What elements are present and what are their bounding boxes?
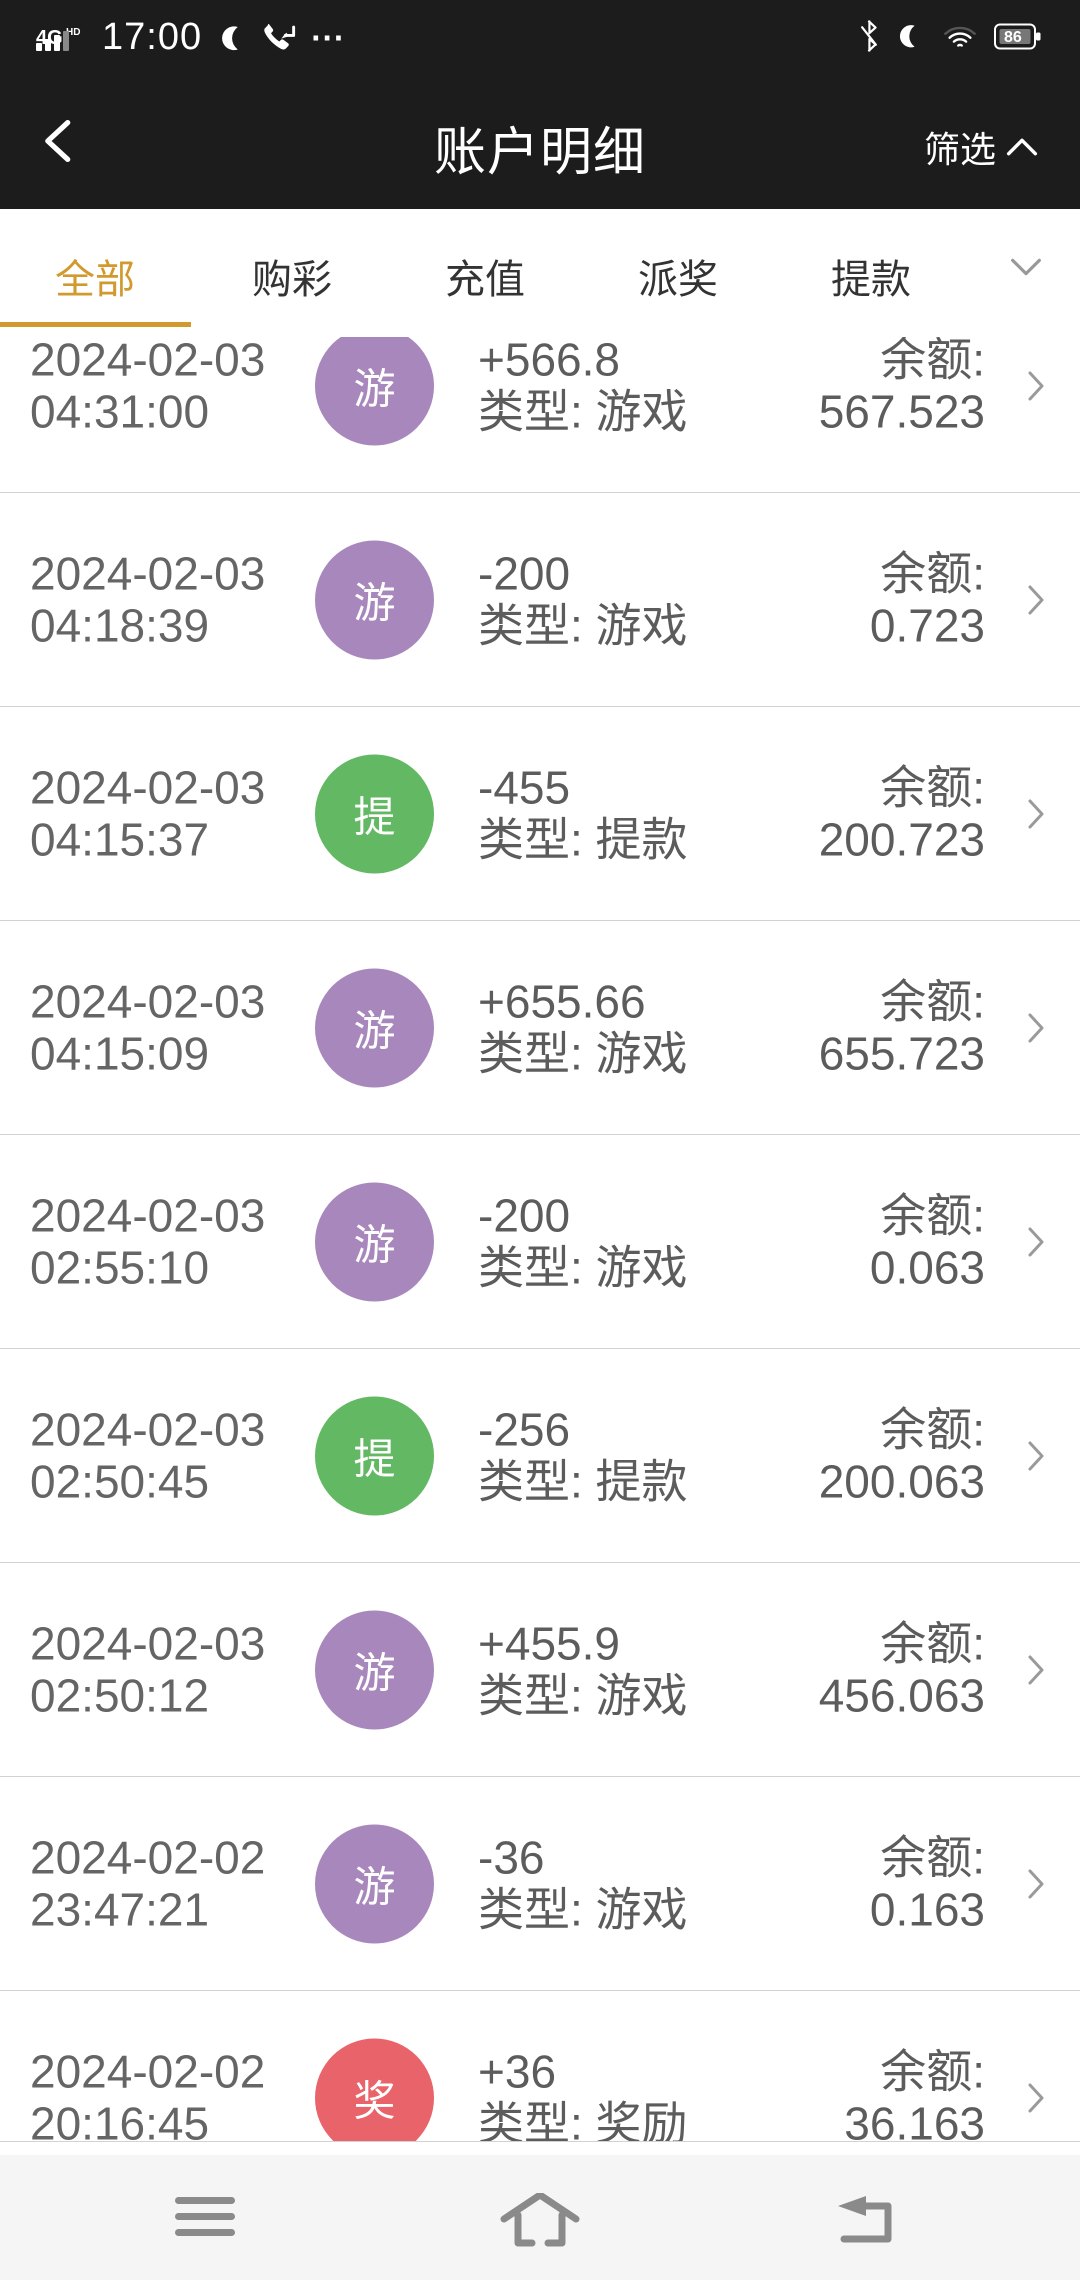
- svg-text:86: 86: [1004, 29, 1022, 46]
